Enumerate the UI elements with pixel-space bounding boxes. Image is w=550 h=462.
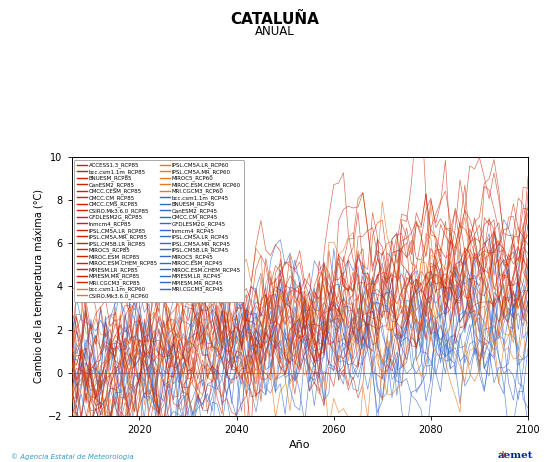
Text: ✲: ✲ xyxy=(498,450,506,460)
Legend: ACCESS1.3_RCP85, bcc.csm1.1m_RCP85, BNUESM_RCP85, CanESM2_RCP85, CMCC.CESM_RCP85: ACCESS1.3_RCP85, bcc.csm1.1m_RCP85, BNUE… xyxy=(74,160,244,302)
Y-axis label: Cambio de la temperatura máxima (°C): Cambio de la temperatura máxima (°C) xyxy=(34,189,44,383)
X-axis label: Año: Año xyxy=(289,440,311,450)
Text: aemet: aemet xyxy=(498,451,534,460)
Text: © Agencia Estatal de Meteorología: © Agencia Estatal de Meteorología xyxy=(11,453,134,460)
Text: ANUAL: ANUAL xyxy=(255,25,295,38)
Text: CATALUÑA: CATALUÑA xyxy=(230,12,320,26)
